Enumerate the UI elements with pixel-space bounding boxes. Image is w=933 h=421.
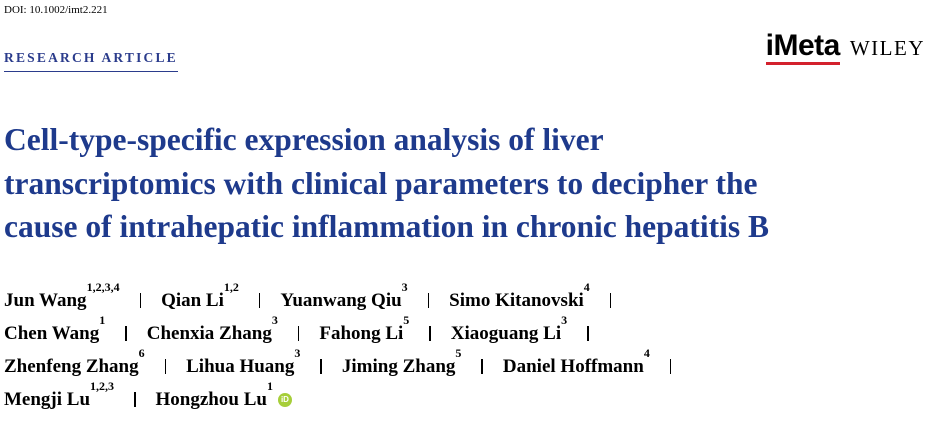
author: Zhenfeng Zhang6 bbox=[4, 347, 145, 383]
author: Yuanwang Qiu3 bbox=[280, 281, 407, 317]
section-label: RESEARCH ARTICLE bbox=[4, 50, 178, 72]
title-line: Cell-type-specific expression analysis o… bbox=[4, 122, 604, 157]
separator bbox=[609, 293, 612, 308]
author-line: Zhenfeng Zhang6 Lihua Huang3 Jiming Zhang5… bbox=[4, 347, 691, 383]
author-name: Zhenfeng Zhang bbox=[4, 356, 139, 377]
author: Chen Wang1 bbox=[4, 314, 105, 350]
publisher-logo: WILEY bbox=[849, 36, 925, 60]
author-line: Mengji Lu1,2,3 Hongzhou Lu1 iD bbox=[4, 380, 691, 416]
separator bbox=[139, 293, 142, 308]
title-line: cause of intrahepatic inflammation in ch… bbox=[4, 209, 770, 244]
author: Mengji Lu1,2,3 bbox=[4, 380, 114, 416]
affiliation: 3 bbox=[561, 313, 568, 327]
separator bbox=[669, 359, 672, 374]
author-name: Simo Kitanovski bbox=[449, 290, 584, 311]
affiliation: 1 bbox=[99, 313, 106, 327]
affiliation: 5 bbox=[403, 313, 410, 327]
separator bbox=[320, 359, 322, 374]
separator bbox=[134, 392, 136, 407]
separator bbox=[481, 359, 483, 374]
author-name: Fahong Li bbox=[319, 323, 404, 344]
author-name: Qian Li bbox=[161, 290, 224, 311]
affiliation: 4 bbox=[643, 346, 650, 360]
author: Hongzhou Lu1 bbox=[155, 380, 273, 416]
title: Cell-type-specific expression analysis o… bbox=[4, 118, 769, 249]
title-line: transcriptomics with clinical parameters… bbox=[4, 165, 758, 201]
separator bbox=[258, 293, 261, 308]
author-line: Jun Wang1,2,3,4 Qian Li1,2 Yuanwang Qiu3 Si… bbox=[4, 281, 691, 317]
separator bbox=[427, 293, 430, 308]
affiliation: 4 bbox=[583, 280, 590, 294]
author: Jun Wang1,2,3,4 bbox=[4, 281, 120, 317]
affiliation: 3 bbox=[294, 346, 301, 360]
affiliation: 3 bbox=[401, 280, 408, 294]
author-name: Daniel Hoffmann bbox=[502, 356, 644, 377]
separator bbox=[429, 326, 431, 341]
doi: DOI: 10.1002/imt2.221 bbox=[4, 4, 108, 16]
author-name: Xiaoguang Li bbox=[450, 323, 562, 344]
author-line: Chen Wang1 Chenxia Zhang3 Fahong Li5 Xiaogu… bbox=[4, 314, 691, 350]
author-name: Lihua Huang bbox=[186, 356, 295, 377]
author: Chenxia Zhang3 bbox=[146, 314, 278, 350]
author-name: Chen Wang bbox=[4, 323, 100, 344]
author: Lihua Huang3 bbox=[186, 347, 300, 383]
separator bbox=[587, 326, 589, 341]
separator bbox=[125, 326, 127, 341]
affiliation: 1,2,3 bbox=[90, 379, 115, 393]
author: Simo Kitanovski4 bbox=[449, 281, 590, 317]
separator bbox=[297, 326, 300, 341]
logo: iMeta WILEY bbox=[765, 30, 925, 65]
journal-logo: iMeta bbox=[765, 30, 840, 65]
authors: Jun Wang1,2,3,4 Qian Li1,2 Yuanwang Qiu3 Si… bbox=[4, 281, 691, 416]
affiliation: 6 bbox=[138, 346, 145, 360]
author-name: Chenxia Zhang bbox=[146, 323, 272, 344]
author: Qian Li1,2 bbox=[161, 281, 239, 317]
affiliation: 1 bbox=[266, 379, 273, 393]
author-name: Jun Wang bbox=[4, 290, 87, 311]
affiliation: 5 bbox=[455, 346, 462, 360]
affiliation: 3 bbox=[271, 313, 278, 327]
author: Xiaoguang Li3 bbox=[450, 314, 567, 350]
separator bbox=[164, 359, 167, 374]
author-name: Hongzhou Lu bbox=[155, 389, 267, 410]
affiliation: 1,2,3,4 bbox=[86, 280, 120, 294]
orcid-badge: iD bbox=[277, 392, 292, 407]
affiliation: 1,2 bbox=[223, 280, 239, 294]
author-name: Jiming Zhang bbox=[341, 356, 456, 377]
author-name: Yuanwang Qiu bbox=[280, 290, 402, 311]
author-name: Mengji Lu bbox=[4, 389, 91, 410]
author: Jiming Zhang5 bbox=[341, 347, 462, 383]
author: Daniel Hoffmann4 bbox=[502, 347, 650, 383]
author: Fahong Li5 bbox=[319, 314, 409, 350]
